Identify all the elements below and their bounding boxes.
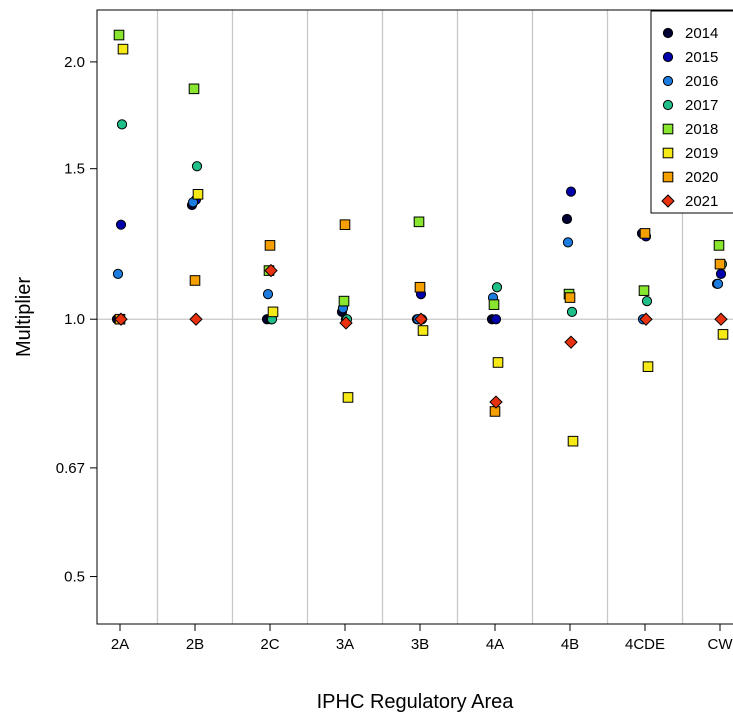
point-2016-2A <box>112 268 124 279</box>
x-tick-label: CW <box>708 636 733 653</box>
point-2017-4B <box>566 306 578 317</box>
point-2018-2B <box>188 83 200 95</box>
legend-label-2014: 2014 <box>685 25 718 42</box>
point-2018-3B <box>413 216 425 228</box>
x-tick-label: 3B <box>411 636 429 653</box>
vertical-gridlines <box>156 10 684 624</box>
point-2015-4A <box>490 314 502 325</box>
point-2021-4CDE <box>639 312 653 326</box>
legend-marker-2020 <box>662 171 674 183</box>
point-2020-2C <box>264 240 276 251</box>
point-2021-3B <box>414 312 428 326</box>
point-2015-CW <box>715 268 727 279</box>
y-tick-label: 0.67 <box>56 460 85 477</box>
point-2018-3A <box>338 295 350 307</box>
y-tick-label: 1.0 <box>64 311 85 328</box>
legend-marker-2016 <box>662 75 674 87</box>
point-2021-2A <box>114 312 128 326</box>
point-2019-CW <box>717 329 729 340</box>
x-tick-label: 2A <box>111 636 129 653</box>
point-2015-2A <box>115 219 127 230</box>
legend-marker-2014 <box>662 27 674 39</box>
y-tick-label: 0.5 <box>64 569 85 586</box>
series-2021 <box>114 263 728 409</box>
x-tick-label: 4CDE <box>625 636 665 653</box>
point-2016-4B <box>562 237 574 248</box>
series-2018 <box>113 29 725 310</box>
point-2021-CW <box>714 312 728 326</box>
x-tick-label: 2B <box>186 636 204 653</box>
point-2019-3A <box>342 392 354 403</box>
point-2020-3B <box>414 281 426 293</box>
point-2017-4A <box>491 282 503 293</box>
x-axis: 2A 2B 2C 3A 3B 4A 4B 4CDE CW <box>111 624 733 653</box>
point-2021-2B <box>189 312 203 326</box>
point-2016-2C <box>262 288 274 300</box>
y-axis-title: Multiplier <box>13 277 35 357</box>
point-2020-4A <box>489 406 501 417</box>
point-2019-2A <box>117 43 129 55</box>
point-2020-2B <box>189 275 201 286</box>
y-tick-label: 1.5 <box>64 161 85 178</box>
x-tick-label: 4A <box>486 636 504 653</box>
legend: 2014 2015 2016 2017 2018 2019 2020 2021 <box>650 10 733 214</box>
point-2019-4B <box>567 435 579 447</box>
point-2014-4B <box>561 213 573 225</box>
point-2020-CW <box>714 258 726 270</box>
point-2015-4B <box>565 186 577 197</box>
point-2020-4CDE <box>639 228 651 239</box>
point-2018-2A <box>113 29 125 41</box>
point-2017-4CDE <box>641 296 653 307</box>
legend-marker-2019 <box>662 147 674 159</box>
legend-label-2017: 2017 <box>685 97 718 114</box>
legend-marker-2021 <box>661 194 675 208</box>
series-2019 <box>117 43 729 447</box>
point-2021-4B <box>564 335 578 349</box>
x-tick-label: 2C <box>260 636 279 653</box>
point-2017-2A <box>116 119 128 130</box>
plot-frame <box>96 9 733 625</box>
x-tick-label: 4B <box>561 636 579 653</box>
point-2018-4CDE <box>638 285 650 296</box>
legend-marker-2017 <box>662 99 674 111</box>
y-tick-label: 2.0 <box>64 54 85 71</box>
point-2021-4A <box>489 395 503 409</box>
point-2018-4A <box>488 299 500 310</box>
legend-label-2016: 2016 <box>685 73 718 90</box>
point-2018-CW <box>713 240 725 251</box>
legend-label-2019: 2019 <box>685 145 718 162</box>
legend-marker-2015 <box>662 51 674 63</box>
point-2017-2B <box>191 161 203 172</box>
x-axis-title: IPHC Regulatory Area <box>317 691 515 713</box>
series-2015 <box>115 186 727 325</box>
point-2020-4B <box>564 292 576 303</box>
legend-label-2018: 2018 <box>685 121 718 138</box>
legend-label-2020: 2020 <box>685 169 718 186</box>
point-2019-2B <box>192 189 204 200</box>
point-2016-CW <box>712 278 724 289</box>
legend-label-2015: 2015 <box>685 49 718 66</box>
point-2019-4CDE <box>642 361 654 372</box>
legend-marker-2018 <box>662 123 674 135</box>
point-2021-3A <box>339 316 353 330</box>
point-2019-3B <box>417 325 429 336</box>
data-points <box>111 29 729 447</box>
legend-label-2021: 2021 <box>685 193 718 210</box>
x-tick-label: 3A <box>336 636 354 653</box>
y-axis: 0.5 0.67 1.0 1.5 2.0 <box>56 54 97 586</box>
point-2020-3A <box>339 219 351 230</box>
point-2019-2C <box>267 306 279 318</box>
point-2019-4A <box>492 357 504 368</box>
point-2021-2C <box>264 263 278 278</box>
